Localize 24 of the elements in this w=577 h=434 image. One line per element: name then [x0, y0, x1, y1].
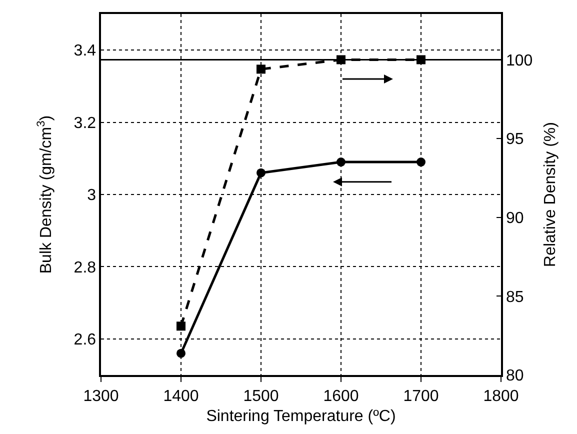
x-axis-title: Sintering Temperature (ºC): [206, 408, 396, 426]
point: [256, 64, 266, 74]
y-tick-label: 2.6: [74, 332, 96, 348]
y2-tick-label: 80: [506, 368, 524, 385]
x-tick-label: 1500: [243, 388, 279, 405]
y2-tick-label: 85: [506, 288, 524, 306]
x-tick-label: 1600: [323, 388, 359, 405]
y2-tick-label: 95: [506, 131, 524, 148]
y-tick-label: 3.2: [74, 114, 96, 132]
point: [256, 168, 266, 178]
x-tick-label: 1300: [83, 388, 119, 405]
x-tick-label: 1800: [483, 388, 519, 405]
point: [336, 158, 346, 167]
point: [176, 348, 186, 358]
y-tick-label: 3: [87, 187, 96, 204]
x-tick-label: 1400: [163, 388, 199, 405]
y2-tick-label: 90: [506, 210, 524, 227]
point: [416, 158, 426, 167]
y-tick-label: 3.4: [74, 42, 96, 60]
y2-tick-label: 100: [506, 52, 533, 70]
y-tick-label: 2.8: [74, 259, 96, 276]
x-tick-label: 1700: [403, 388, 439, 405]
y2-axis-title: Relative Density (%): [542, 122, 559, 267]
point: [176, 322, 186, 331]
